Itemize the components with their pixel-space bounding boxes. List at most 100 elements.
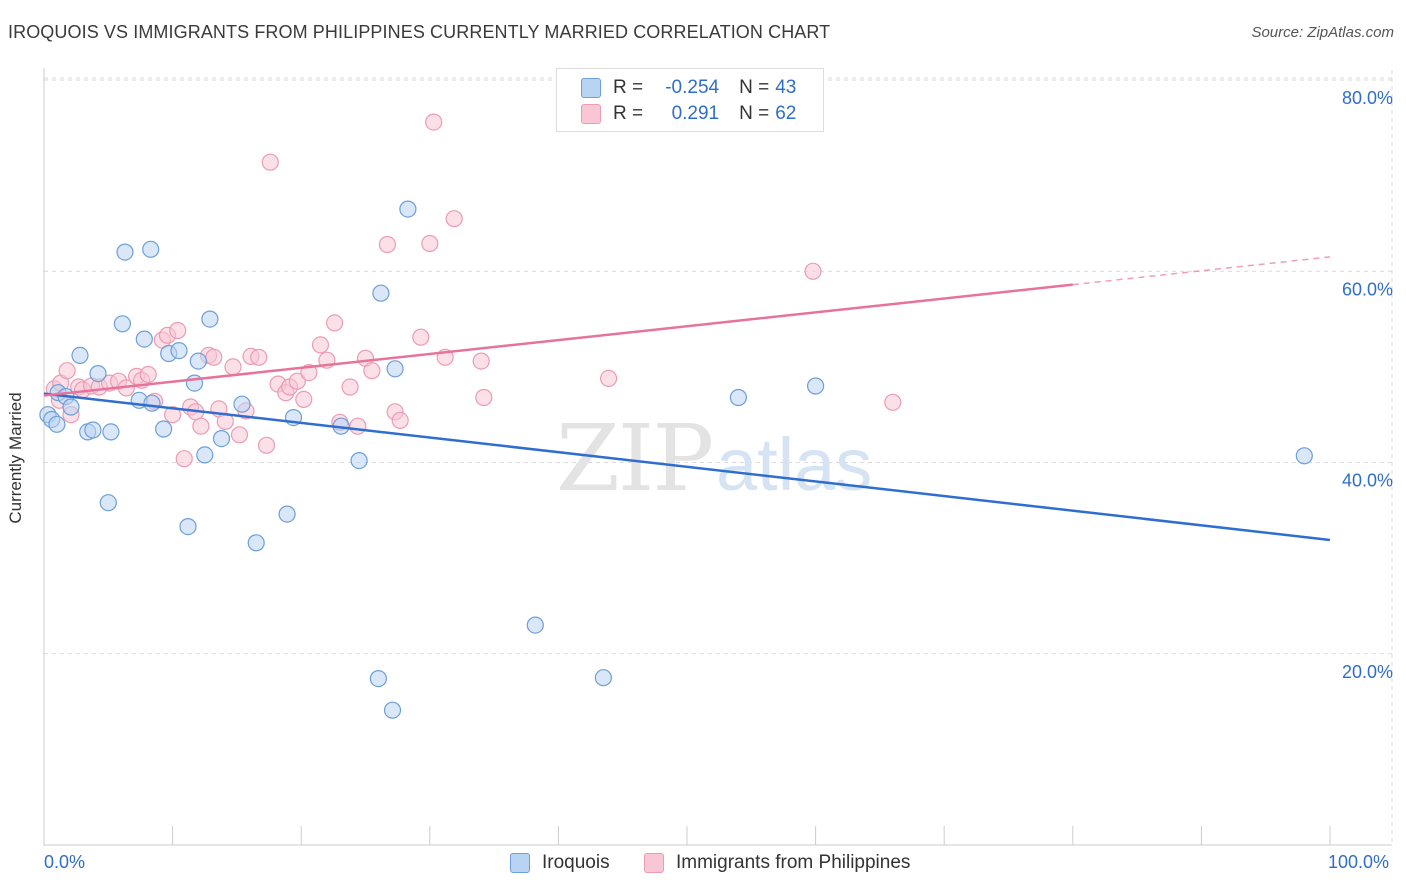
legend-label-philippines: Immigrants from Philippines: [676, 852, 911, 873]
point-philippines: [599, 369, 618, 387]
point-iroquois: [155, 420, 173, 438]
gridlines: [44, 70, 1393, 845]
legend-n-label: N =: [739, 103, 770, 124]
point-philippines: [884, 393, 902, 411]
point-iroquois: [399, 200, 417, 218]
point-philippines: [250, 348, 268, 366]
point-philippines: [58, 362, 76, 380]
point-iroquois: [84, 421, 102, 439]
legend-row-iroquois: R = -0.254 N = 43: [581, 76, 796, 100]
watermark: ZIP atlas: [556, 405, 872, 512]
trend-line-iroquois: [43, 392, 1331, 542]
point-philippines: [391, 411, 409, 429]
point-iroquois: [594, 669, 613, 687]
watermark-zip: ZIP: [556, 405, 712, 512]
point-iroquois: [143, 394, 161, 412]
point-iroquois: [526, 616, 544, 634]
axes: [43, 68, 1392, 846]
point-philippines: [341, 378, 359, 396]
source-label: Source: ZipAtlas.com: [1251, 24, 1394, 41]
legend-row-philippines: R = 0.291 N = 62: [581, 102, 796, 126]
point-philippines: [475, 388, 493, 407]
point-philippines: [230, 426, 249, 444]
point-philippines: [192, 417, 210, 435]
point-iroquois: [201, 310, 219, 328]
legend-r-value: -0.254: [665, 77, 720, 98]
point-philippines: [169, 321, 187, 340]
point-iroquois: [142, 240, 160, 258]
point-iroquois: [233, 395, 251, 413]
y-tick-label: 20.0%: [1342, 662, 1393, 682]
point-iroquois: [135, 330, 153, 348]
x-tick-min: 0.0%: [44, 852, 86, 872]
stats-legend: R = -0.254 N = 43 R = 0.291 N = 62: [556, 68, 824, 132]
legend-item-philippines[interactable]: Immigrants from Philippines: [644, 852, 910, 874]
watermark-atlas: atlas: [716, 423, 872, 506]
legend-swatch-blue: [510, 853, 530, 873]
point-iroquois: [116, 243, 134, 261]
legend-swatch-pink: [644, 853, 664, 873]
point-iroquois: [1295, 447, 1313, 465]
x-tick-max: 100.0%: [1328, 852, 1390, 872]
point-iroquois: [369, 669, 387, 688]
legend-r-label: R =: [613, 103, 644, 124]
point-philippines: [261, 153, 279, 171]
point-iroquois: [189, 352, 207, 370]
legend-n-label: N =: [739, 77, 770, 98]
point-iroquois: [247, 534, 265, 552]
legend-r-label: R =: [613, 77, 644, 98]
chart-title: IROQUOIS VS IMMIGRANTS FROM PHILIPPINES …: [8, 22, 831, 42]
y-tick-labels: 20.0% 40.0% 60.0% 80.0%: [1342, 88, 1393, 682]
point-iroquois: [102, 423, 120, 441]
point-iroquois: [383, 701, 402, 719]
point-philippines: [421, 234, 439, 253]
point-philippines: [295, 390, 313, 408]
point-iroquois: [350, 452, 368, 470]
y-tick-label: 60.0%: [1342, 279, 1393, 299]
point-philippines: [205, 348, 223, 366]
point-philippines: [349, 417, 367, 435]
trend-line-philippines: [43, 283, 1073, 397]
legend-item-iroquois[interactable]: Iroquois: [510, 852, 610, 874]
point-iroquois: [113, 315, 132, 333]
point-philippines: [445, 210, 463, 228]
point-philippines: [139, 365, 157, 384]
legend-label-iroquois: Iroquois: [542, 852, 610, 873]
point-iroquois: [179, 517, 197, 536]
point-iroquois: [729, 388, 748, 407]
legend-n-value: 43: [775, 77, 797, 98]
legend-swatch-pink: [581, 104, 601, 124]
point-philippines: [363, 362, 381, 380]
point-philippines: [472, 352, 490, 370]
point-iroquois: [212, 430, 231, 448]
legend-r-value: 0.291: [671, 103, 720, 124]
point-iroquois: [372, 284, 390, 302]
point-philippines: [311, 336, 330, 354]
point-philippines: [425, 113, 443, 131]
y-tick-label: 80.0%: [1342, 88, 1393, 108]
point-iroquois: [62, 398, 80, 416]
point-philippines: [326, 314, 344, 332]
point-iroquois: [89, 365, 107, 383]
point-iroquois: [196, 446, 214, 464]
series-philippines-points: [45, 113, 902, 468]
legend-swatch-blue: [581, 78, 601, 98]
trend-lines: [43, 256, 1331, 542]
y-tick-label: 40.0%: [1342, 471, 1393, 491]
point-philippines: [804, 262, 822, 280]
point-iroquois: [386, 360, 404, 378]
point-iroquois: [278, 505, 296, 523]
point-philippines: [164, 406, 182, 424]
series-iroquois-points: [39, 200, 1313, 719]
point-iroquois: [170, 342, 188, 360]
point-iroquois: [48, 415, 66, 433]
point-philippines: [288, 372, 306, 390]
point-philippines: [412, 328, 430, 346]
point-philippines: [224, 358, 242, 376]
legend-n-value: 62: [775, 103, 797, 124]
point-iroquois: [99, 494, 117, 512]
point-philippines: [257, 436, 276, 454]
point-philippines: [175, 450, 193, 468]
point-iroquois: [71, 346, 89, 364]
